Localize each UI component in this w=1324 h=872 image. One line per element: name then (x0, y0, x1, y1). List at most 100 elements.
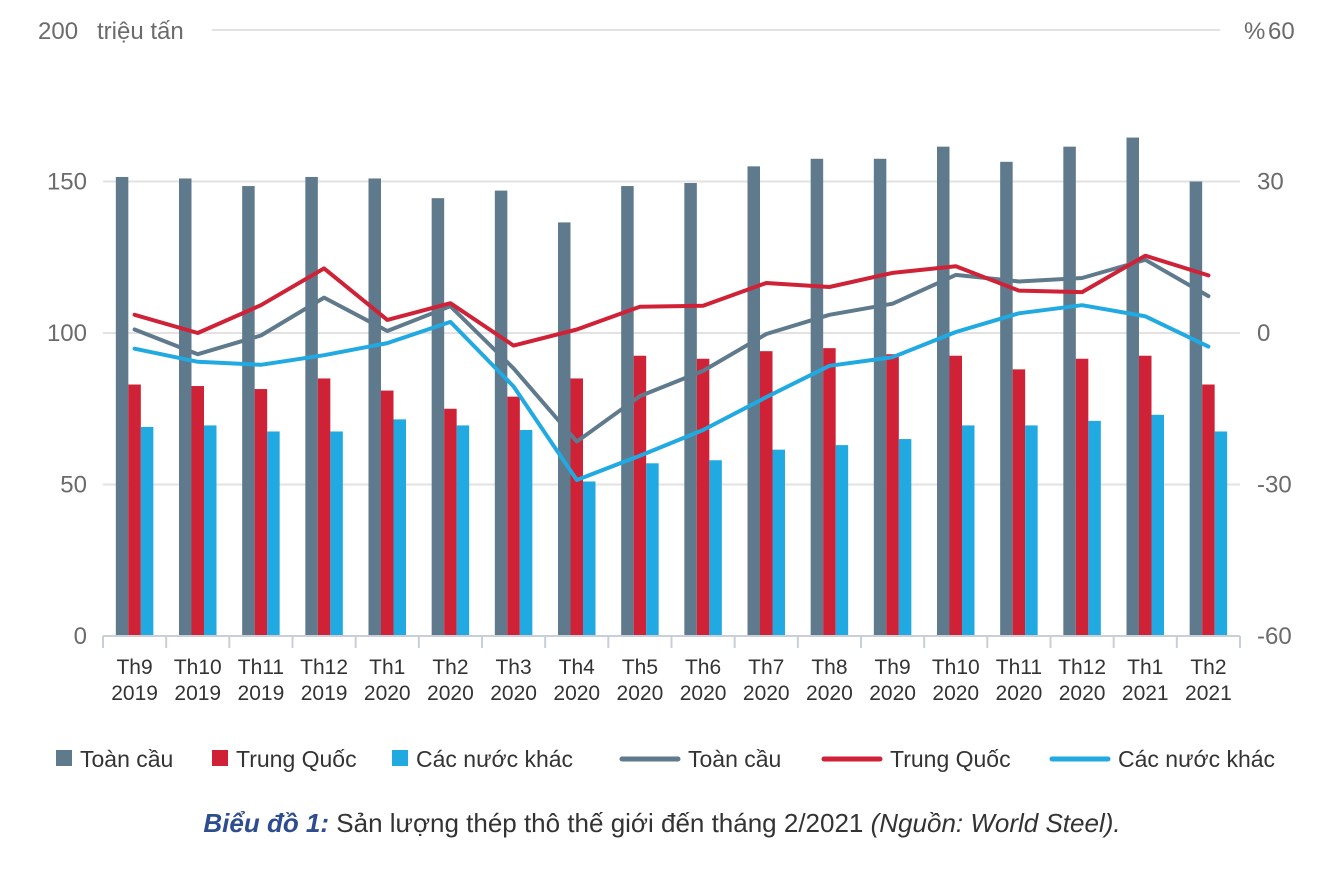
legend-label: Các nước khác (416, 746, 573, 772)
x-tick-year: 2020 (553, 682, 600, 705)
x-tick-year: 2019 (301, 682, 348, 705)
x-tick-year: 2020 (364, 682, 411, 705)
left-tick-label: 150 (47, 169, 87, 196)
bar (254, 389, 268, 636)
x-tick-month: Th12 (1058, 656, 1106, 679)
gridlines (103, 29, 1240, 486)
chart-caption: Biểu đồ 1: Sản lượng thép thô thế giới đ… (0, 808, 1324, 839)
bar (305, 176, 318, 636)
bar (242, 186, 255, 637)
x-tick-month: Th10 (174, 656, 222, 679)
bar (583, 481, 596, 636)
right-tick-label: -60 (1257, 623, 1292, 650)
x-tick-month: Th2 (1190, 656, 1226, 679)
bar (810, 158, 824, 636)
legend-label: Toàn cầu (80, 746, 173, 772)
bar (1189, 181, 1203, 636)
left-axis-unit: triệu tấn (97, 18, 184, 45)
bar (456, 425, 470, 636)
legend-label: Trung Quốc (890, 746, 1011, 772)
x-tick-year: 2020 (869, 682, 916, 705)
x-tick-year: 2020 (680, 682, 727, 705)
x-tick-month: Th5 (622, 656, 658, 679)
bar (1126, 137, 1139, 636)
legend: Toàn cầu Trung Quốc Các nước khác Toàn cầu T… (56, 746, 1275, 772)
x-tick-year: 2019 (238, 682, 285, 705)
right-tick-label: 0 (1257, 320, 1270, 347)
bar (1063, 146, 1076, 636)
x-tick-year: 2019 (111, 682, 158, 705)
x-tick-month: Th11 (238, 656, 284, 679)
bar (330, 431, 343, 636)
axes: 0 50 100 150 200 triệu tấn -60 -30 0 30% 60 Th9 2019… (38, 18, 1295, 705)
bar (204, 425, 217, 636)
x-tick-month: Th2 (432, 656, 468, 679)
bar (898, 439, 912, 636)
bar (1214, 431, 1228, 636)
bar (140, 426, 154, 636)
bar (1000, 161, 1013, 636)
bar (633, 355, 647, 636)
legend-label: Toàn cầu (688, 746, 781, 772)
x-tick-year: 2021 (1122, 682, 1169, 705)
steel-production-chart: 0 50 100 150 200 triệu tấn -60 -30 0 30% 60 Th9 2019… (38, 18, 1295, 772)
bar (431, 198, 445, 637)
bar (1139, 355, 1152, 636)
x-tick-year: 2020 (743, 682, 790, 705)
line-series (132, 253, 1211, 348)
bar (1025, 425, 1038, 636)
bar (760, 351, 773, 636)
legend-swatch-bar (56, 750, 72, 766)
bar (519, 429, 533, 636)
bar (684, 183, 697, 636)
right-axis-unit: % (1244, 18, 1265, 45)
bar (1012, 369, 1026, 636)
bar (949, 355, 962, 636)
bar (494, 190, 508, 636)
x-tick-year: 2020 (996, 682, 1043, 705)
bar (191, 386, 204, 636)
x-tick-year: 2020 (490, 682, 537, 705)
bar (1088, 420, 1101, 636)
bar (747, 166, 760, 636)
legend-label: Các nước khác (1118, 746, 1275, 772)
x-tick-month: Th1 (369, 656, 405, 679)
bar (368, 178, 381, 636)
left-axis-max-label: 200 (38, 18, 78, 45)
bar (1202, 384, 1215, 636)
x-tick-month: Th12 (300, 656, 348, 679)
line-series (132, 303, 1211, 482)
x-tick-month: Th9 (874, 656, 910, 679)
bar (570, 378, 583, 636)
bar (444, 408, 457, 636)
legend-swatch-bar (392, 750, 408, 766)
lines (132, 253, 1211, 482)
bar (381, 390, 394, 636)
line-series (132, 257, 1211, 444)
bar (267, 431, 280, 636)
bar (696, 358, 710, 636)
caption-text: Sản lượng thép thô thế giới đến tháng 2/… (329, 808, 871, 838)
x-tick-month: Th9 (116, 656, 152, 679)
right-axis-max-label: 60 (1268, 18, 1295, 45)
legend-label: Trung Quốc (236, 746, 357, 772)
x-tick-month: Th7 (748, 656, 784, 679)
bar (507, 396, 520, 636)
bar (886, 354, 899, 636)
x-tick-year: 2020 (932, 682, 979, 705)
x-tick-month: Th4 (559, 656, 596, 679)
bar (823, 348, 836, 636)
left-tick-label: 100 (47, 320, 87, 347)
x-tick-year: 2021 (1185, 682, 1232, 705)
bar (646, 463, 659, 636)
right-tick-label: 30 (1257, 169, 1284, 196)
x-tick-year: 2020 (427, 682, 474, 705)
bars (115, 137, 1228, 637)
x-tick-year: 2019 (174, 682, 221, 705)
bar (115, 176, 129, 636)
bar (317, 378, 331, 636)
bar (835, 445, 849, 636)
x-tick-month: Th10 (932, 656, 980, 679)
left-tick-label: 0 (74, 623, 87, 650)
